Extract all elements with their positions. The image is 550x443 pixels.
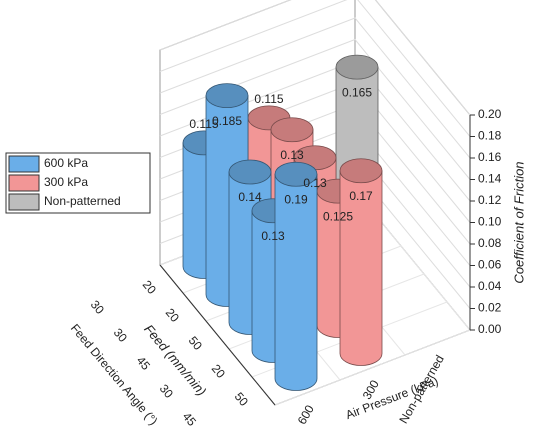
- data-label: 0.13: [261, 229, 285, 243]
- data-label: 0.13: [303, 176, 327, 190]
- bar-body: [274, 173, 318, 391]
- z-tick-label: 0.00: [478, 322, 502, 336]
- bar-top: [339, 158, 383, 184]
- legend-swatch: [8, 155, 40, 173]
- depth-tick-label: 45: [180, 410, 200, 429]
- grid-line: [159, 0, 471, 137]
- bar: [274, 161, 318, 391]
- bar-top: [274, 161, 318, 187]
- legend-swatch: [8, 193, 40, 211]
- depth-tick-label: 30: [111, 326, 131, 345]
- z-tick-label: 0.06: [478, 258, 502, 272]
- grid-line: [159, 17, 471, 159]
- depth-tick-label: 30: [88, 298, 108, 317]
- z-tick-label: 0.20: [478, 107, 502, 121]
- bar-top: [205, 83, 249, 109]
- bar-top: [270, 117, 314, 143]
- depth-tick-label: 20: [163, 306, 183, 325]
- bar: [339, 158, 383, 366]
- x-axis-title: Air Pressure (kPa): [344, 374, 441, 422]
- legend-label: 300 kPa: [44, 175, 88, 189]
- legend-label: Non-patterned: [44, 194, 121, 208]
- data-label: 0.185: [212, 114, 242, 128]
- grid-line: [159, 0, 471, 116]
- floor-grid: [274, 329, 471, 406]
- legend-label: 600 kPa: [44, 156, 88, 170]
- data-label: 0.125: [323, 209, 353, 223]
- depth-axis-title: Feed (mm/min): [141, 321, 209, 398]
- data-label: 0.14: [238, 190, 262, 204]
- data-label: 0.115: [189, 117, 218, 131]
- legend-swatch: [8, 174, 40, 192]
- depth-tick-label: 30: [157, 382, 177, 401]
- z-tick-label: 0.14: [478, 172, 502, 186]
- depth-tick-label: 45: [134, 354, 154, 373]
- data-label: 0.17: [349, 189, 373, 203]
- z-axis-title: Coefficient of Friction: [511, 161, 526, 283]
- z-tick-label: 0.12: [478, 193, 502, 207]
- z-tick-label: 0.18: [478, 129, 502, 143]
- data-label: 0.19: [284, 192, 308, 206]
- depth-tick-label: 50: [186, 334, 206, 353]
- bar-top: [335, 54, 379, 80]
- z-tick-label: 0.04: [478, 279, 502, 293]
- bar-body: [339, 170, 383, 366]
- z-tick-label: 0.10: [478, 215, 502, 229]
- depth-tick-label: 50: [232, 390, 252, 409]
- data-label: 0.115: [254, 92, 283, 106]
- depth-tick-label: 20: [209, 362, 229, 381]
- data-label: 0.13: [280, 148, 304, 162]
- x-tick-label: 600: [295, 402, 317, 427]
- bar-top: [228, 159, 272, 185]
- legend: 600 kPa 300 kPa Non-patterned: [5, 152, 151, 214]
- depth-tick-label: 20: [140, 278, 160, 297]
- z-tick-label: 0.08: [478, 236, 502, 250]
- z-tick-label: 0.16: [478, 150, 502, 164]
- data-label: 0.165: [342, 85, 372, 99]
- depth-axis: [159, 264, 276, 406]
- z-tick-label: 0.02: [478, 301, 502, 315]
